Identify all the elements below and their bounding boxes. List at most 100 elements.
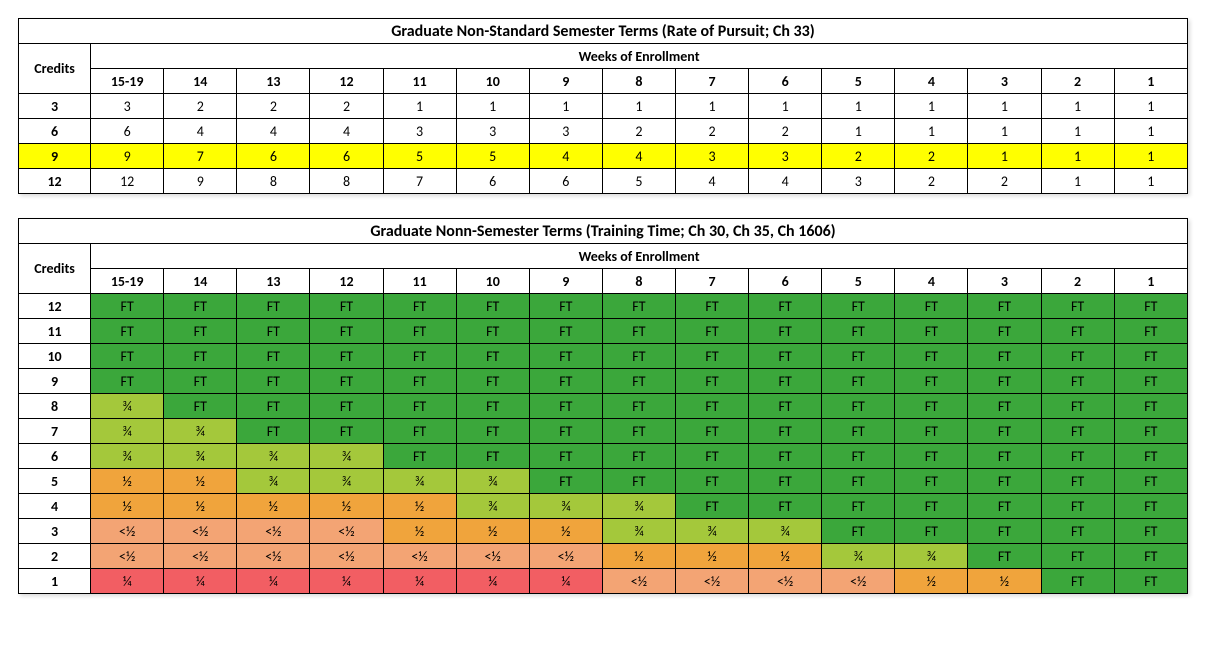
col-header: 2 [1041, 269, 1114, 294]
data-cell: FT [1114, 519, 1187, 544]
data-cell: <½ [164, 544, 237, 569]
data-cell: 1 [383, 94, 456, 119]
data-cell: 1 [529, 94, 602, 119]
col-header: 3 [968, 69, 1041, 94]
data-cell: FT [968, 494, 1041, 519]
col-header: 4 [895, 69, 968, 94]
data-cell: FT [895, 419, 968, 444]
data-cell: 4 [675, 169, 748, 194]
data-cell: ¼ [164, 569, 237, 594]
table-row: 5½½¾¾¾¾FTFTFTFTFTFTFTFTFT [19, 469, 1188, 494]
data-cell: 1 [968, 94, 1041, 119]
col-header: 12 [310, 269, 383, 294]
table-row: 6¾¾¾¾FTFTFTFTFTFTFTFTFTFTFT [19, 444, 1188, 469]
data-cell: 9 [91, 144, 164, 169]
data-cell: FT [456, 419, 529, 444]
data-cell: 4 [602, 144, 675, 169]
data-cell: ¾ [91, 444, 164, 469]
data-cell: FT [91, 344, 164, 369]
data-cell: ½ [383, 494, 456, 519]
data-cell: 4 [749, 169, 822, 194]
data-cell: FT [1041, 369, 1114, 394]
data-cell: ½ [164, 494, 237, 519]
data-cell: FT [237, 294, 310, 319]
data-cell: FT [749, 319, 822, 344]
data-cell: FT [383, 319, 456, 344]
data-cell: ¼ [91, 569, 164, 594]
data-cell: ¾ [237, 469, 310, 494]
data-cell: FT [822, 519, 895, 544]
data-cell: ¾ [310, 444, 383, 469]
table-row: 11FTFTFTFTFTFTFTFTFTFTFTFTFTFTFT [19, 319, 1188, 344]
row-header: 11 [19, 319, 91, 344]
data-cell: FT [1114, 494, 1187, 519]
data-cell: 1 [895, 119, 968, 144]
data-cell: ¼ [529, 569, 602, 594]
col-header: 11 [383, 269, 456, 294]
weeks-header: Weeks of Enrollment [91, 244, 1188, 269]
data-cell: ½ [237, 494, 310, 519]
data-cell: ¾ [529, 494, 602, 519]
data-cell: FT [1041, 394, 1114, 419]
data-cell: FT [895, 294, 968, 319]
data-cell: ½ [675, 544, 748, 569]
data-cell: FT [822, 344, 895, 369]
data-cell: FT [1114, 294, 1187, 319]
data-cell: 1 [675, 94, 748, 119]
col-header: 12 [310, 69, 383, 94]
data-cell: FT [1114, 419, 1187, 444]
row-header: 1 [19, 569, 91, 594]
data-cell: 1 [749, 94, 822, 119]
data-cell: 1 [1041, 144, 1114, 169]
data-cell: FT [749, 294, 822, 319]
data-cell: 5 [383, 144, 456, 169]
data-cell: 9 [164, 169, 237, 194]
data-cell: FT [1114, 444, 1187, 469]
table-row: 121298876654432211 [19, 169, 1188, 194]
data-cell: FT [310, 369, 383, 394]
data-cell: 4 [310, 119, 383, 144]
data-cell: ¾ [602, 519, 675, 544]
data-cell: ½ [164, 469, 237, 494]
data-cell: FT [968, 344, 1041, 369]
data-cell: FT [383, 344, 456, 369]
data-cell: <½ [456, 544, 529, 569]
data-cell: FT [822, 494, 895, 519]
data-cell: 6 [237, 144, 310, 169]
data-cell: FT [822, 394, 895, 419]
data-cell: 4 [529, 144, 602, 169]
data-cell: FT [310, 419, 383, 444]
data-cell: FT [895, 319, 968, 344]
data-cell: FT [529, 469, 602, 494]
data-cell: <½ [675, 569, 748, 594]
credits-header: Credits [19, 244, 91, 294]
data-cell: FT [822, 369, 895, 394]
data-cell: FT [529, 419, 602, 444]
col-header: 10 [456, 69, 529, 94]
data-cell: FT [895, 469, 968, 494]
row-header: 7 [19, 419, 91, 444]
data-cell: ¾ [675, 519, 748, 544]
data-cell: FT [968, 544, 1041, 569]
data-cell: FT [164, 319, 237, 344]
title-row: Graduate Non-Standard Semester Terms (Ra… [19, 19, 1188, 44]
data-cell: <½ [91, 544, 164, 569]
data-cell: 1 [968, 119, 1041, 144]
data-cell: 2 [310, 94, 383, 119]
data-cell: 1 [895, 94, 968, 119]
row-header: 4 [19, 494, 91, 519]
data-cell: ¾ [383, 469, 456, 494]
data-cell: ¾ [456, 494, 529, 519]
data-cell: ¼ [383, 569, 456, 594]
data-cell: FT [968, 444, 1041, 469]
data-cell: FT [237, 344, 310, 369]
data-cell: ½ [91, 469, 164, 494]
data-cell: ½ [895, 569, 968, 594]
data-cell: FT [237, 394, 310, 419]
data-cell: FT [529, 294, 602, 319]
col-header: 6 [749, 69, 822, 94]
data-cell: FT [1114, 344, 1187, 369]
data-cell: FT [822, 419, 895, 444]
data-cell: 1 [602, 94, 675, 119]
data-cell: 1 [456, 94, 529, 119]
